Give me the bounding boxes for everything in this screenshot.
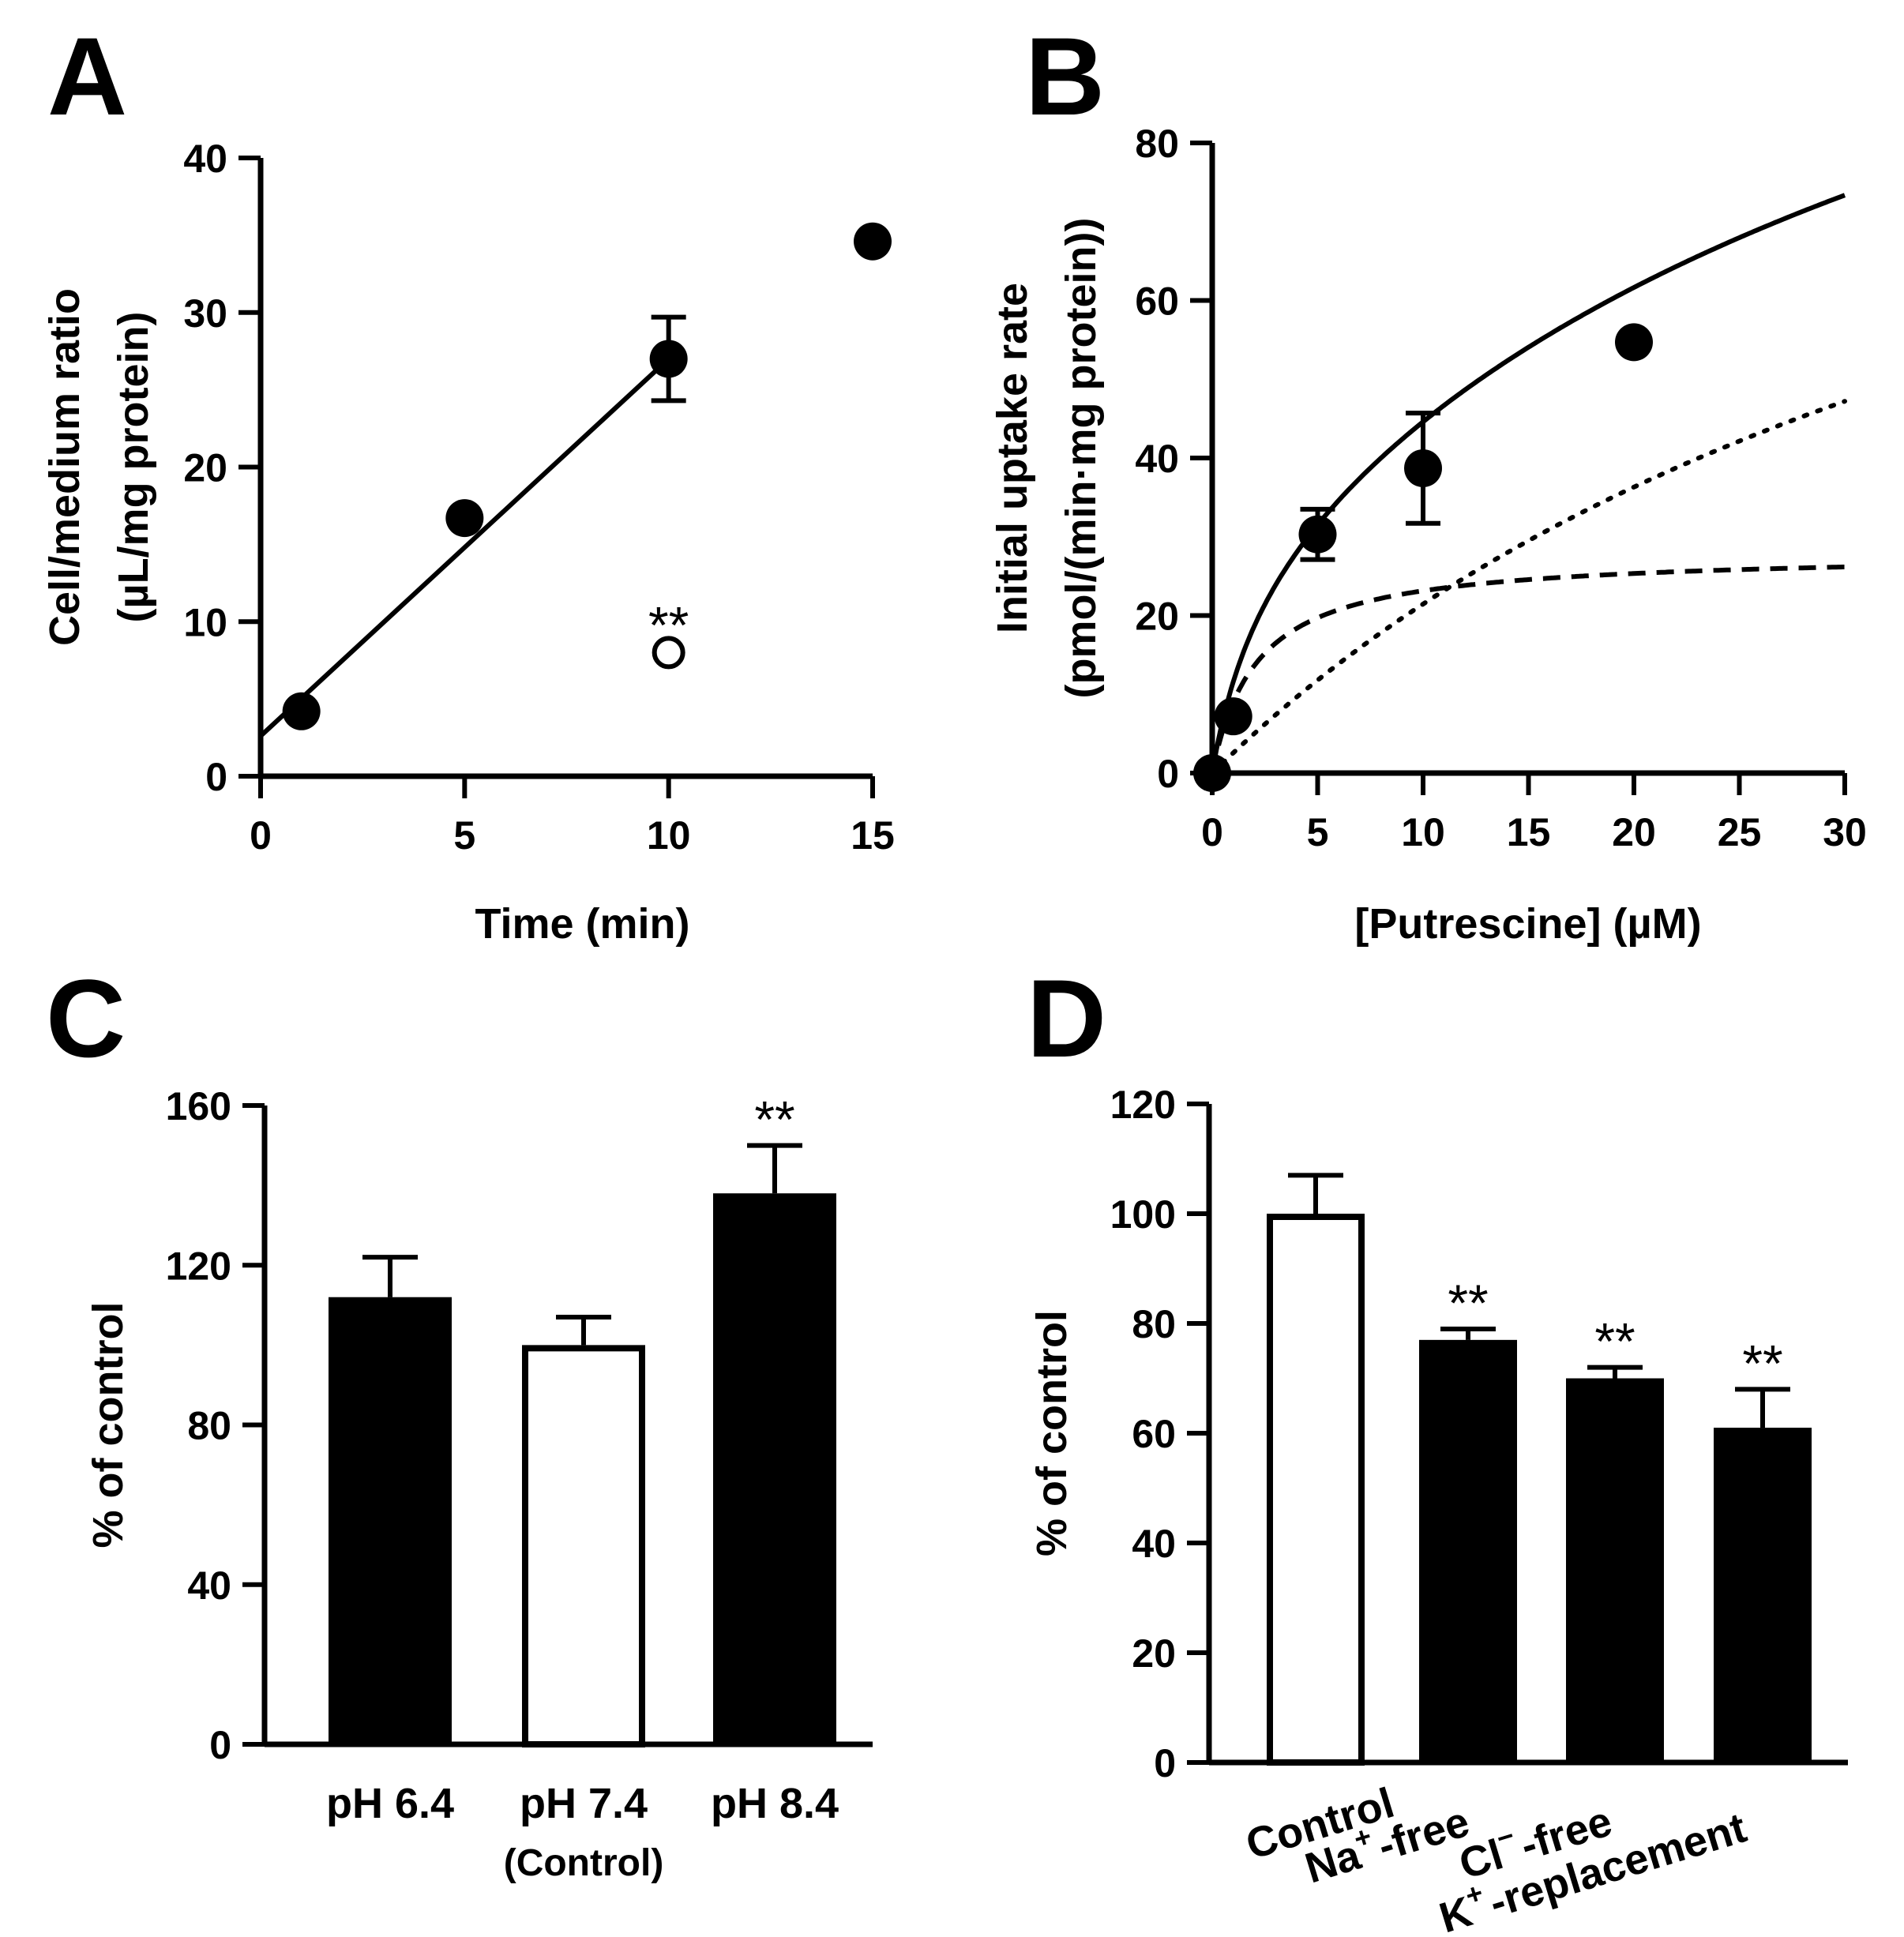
category-label: pH 8.4: [711, 1780, 839, 1827]
x-tick-label: 30: [1823, 810, 1867, 854]
data-point: [445, 499, 484, 538]
bar: [522, 1345, 645, 1747]
y-tick-label: 20: [183, 446, 227, 490]
data-point: [1615, 323, 1653, 362]
panel-b-kinetics-chart: B 0 20 40 60 80 0 5 10 15 20 25 30 [Putrescine] (µM) I…: [989, 14, 1867, 948]
y-tick-label: 80: [1132, 1302, 1176, 1346]
y-axis-title-line1: Initial uptake rate: [989, 283, 1036, 633]
x-axis-title: [Putrescine] (µM): [1354, 900, 1701, 948]
significance-marker: **: [1594, 1312, 1635, 1371]
y-tick-label: 120: [1110, 1083, 1176, 1127]
category-label: pH 7.4: [520, 1780, 648, 1827]
y-tick-label: 0: [1154, 1741, 1176, 1785]
data-point: [1193, 754, 1231, 792]
y-tick-label: 40: [183, 137, 227, 181]
x-tick-label: 20: [1612, 810, 1656, 854]
y-tick-label: 20: [1135, 595, 1179, 639]
x-tick-label: 5: [1307, 810, 1329, 854]
x-axis-title: Time (min): [475, 900, 689, 948]
y-tick-label: 0: [205, 755, 227, 799]
panel-letter-b: B: [1025, 14, 1105, 138]
significance-marker: **: [1742, 1334, 1782, 1392]
panel-letter-d: D: [1027, 956, 1106, 1080]
bar: [1714, 1428, 1812, 1762]
y-axis-title: % of control: [1028, 1310, 1076, 1556]
data-point: [1214, 697, 1252, 736]
y-tick-label: 100: [1110, 1192, 1176, 1237]
y-axis-title: % of control: [84, 1302, 132, 1548]
data-point: [282, 692, 321, 730]
data-point: [854, 222, 892, 261]
bar: [1419, 1339, 1517, 1762]
y-tick-label: 0: [209, 1723, 231, 1767]
y-tick-label: 30: [183, 291, 227, 336]
x-tick-label: 25: [1718, 810, 1762, 854]
x-tick-label: 10: [647, 813, 691, 858]
x-tick-label: 15: [851, 813, 895, 858]
fit-curve-saturable: [1210, 565, 1845, 774]
data-point: [1298, 515, 1337, 554]
regression-line: [258, 357, 670, 738]
y-tick-label: 20: [1132, 1631, 1176, 1676]
y-axis-title-line1: Cell/medium ratio: [41, 288, 88, 646]
panel-c-ph-bar-chart: C 0 40 80 120 160 % of control ** pH 6.4 pH 7.4 (C…: [46, 956, 873, 1884]
x-tick-label: 15: [1507, 810, 1551, 854]
data-point-open: [652, 636, 685, 670]
y-tick-label: 10: [183, 600, 227, 644]
x-tick-label: 0: [1201, 810, 1223, 854]
category-label: pH 6.4: [326, 1780, 454, 1827]
x-tick-label: 10: [1401, 810, 1445, 854]
panel-letter-c: C: [46, 956, 126, 1080]
data-point: [649, 340, 688, 378]
bar: [1267, 1214, 1365, 1766]
significance-marker: **: [754, 1091, 794, 1149]
y-tick-label: 60: [1132, 1412, 1176, 1456]
y-tick-label: 120: [166, 1244, 231, 1288]
significance-marker: **: [1448, 1274, 1488, 1332]
panel-a-scatter-chart: A 0 10 20 30 40 0 5 10 15 Time (min) Cell/medium ra…: [41, 14, 895, 948]
fit-curve-second: [1210, 399, 1847, 775]
bar: [1566, 1378, 1664, 1762]
significance-marker: **: [648, 595, 689, 654]
x-tick-label: 5: [453, 813, 475, 858]
y-tick-label: 40: [1132, 1522, 1176, 1566]
y-tick-label: 80: [187, 1404, 231, 1448]
y-tick-label: 60: [1135, 280, 1179, 324]
bar: [713, 1193, 836, 1744]
y-tick-label: 40: [187, 1563, 231, 1608]
y-tick-label: 160: [166, 1084, 231, 1128]
x-tick-label: 0: [250, 813, 272, 858]
bar: [329, 1297, 452, 1744]
y-axis-title-line2: (µL/mg protein): [110, 311, 157, 622]
y-tick-label: 0: [1157, 752, 1179, 796]
data-point: [1404, 449, 1442, 487]
category-sublabel: (Control): [504, 1842, 664, 1884]
y-tick-label: 40: [1135, 437, 1179, 481]
y-axis-title-line2: (pmol/(min·mg protein)): [1057, 218, 1105, 699]
y-tick-label: 80: [1135, 122, 1179, 166]
panel-letter-a: A: [47, 14, 127, 138]
